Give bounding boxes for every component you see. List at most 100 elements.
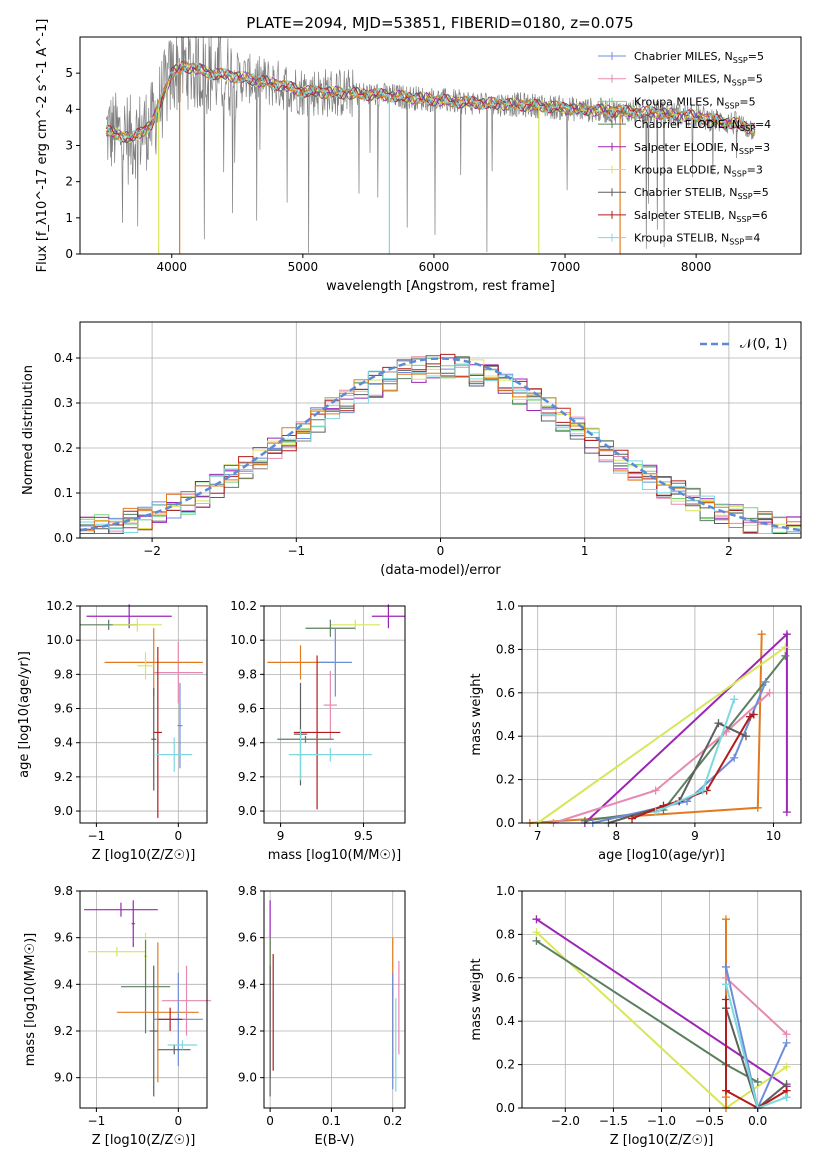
x-axis-label: Z [log10(Z/Z☉)] — [92, 1133, 196, 1148]
axes-frame — [79, 890, 208, 1109]
errorbar-point — [131, 900, 135, 947]
x-tick-label: 7000 — [550, 260, 581, 274]
x-tick-label: 9 — [277, 829, 285, 843]
y-tick-label: 9.4 — [238, 977, 257, 991]
legend-label: Kroupa MILES, NSSP=5 — [634, 95, 756, 110]
y-tick-label: 9.6 — [238, 702, 257, 716]
x-tick-label: 0 — [175, 829, 183, 843]
series-line — [725, 984, 787, 1110]
series-marker — [753, 1077, 762, 1086]
legend: 𝒩(0, 1) — [700, 337, 787, 352]
y-tick-label: 0.8 — [496, 642, 515, 656]
y-axis-label: mass weight — [469, 958, 484, 1040]
y-tick-label: 0.3 — [54, 396, 73, 410]
errorbar-point — [293, 655, 341, 810]
x-tick-label: −1.0 — [647, 1114, 676, 1128]
y-tick-label: 9.6 — [238, 931, 257, 945]
y-tick-label: 9.8 — [238, 884, 257, 898]
y-tick-label: 1.0 — [496, 884, 515, 898]
age_vs_Z-panel: −1 0 9.0 9.2 9.4 9.6 9.8 10.0 10.2 Z [log10(Z/Z☉)… — [17, 599, 208, 863]
axes-frame — [79, 605, 208, 824]
series-marker — [730, 695, 739, 704]
errorbar-point — [156, 737, 193, 772]
x-tick-label: 7 — [534, 829, 542, 843]
x-tick-label: 5000 — [288, 260, 319, 274]
series-marker — [782, 1093, 791, 1102]
y-tick-label: 10.2 — [46, 599, 73, 613]
errorbar-point — [277, 735, 334, 743]
y-axis-label: mass weight — [469, 673, 484, 755]
residuals-panel: −2 −1 0 1 2 0.0 0.1 0.2 0.3 0.4 (data-model)/error… — [21, 321, 802, 578]
x-axis-label: E(B-V) — [314, 1133, 354, 1148]
age_vs_mass-panel: 9 9.5 9.0 9.2 9.4 9.6 9.8 10.0 10.2 mass [log10(M… — [230, 599, 406, 863]
y-tick-label: 9.4 — [238, 736, 257, 750]
series-marker — [532, 928, 541, 937]
y-tick-label: 0.4 — [496, 729, 515, 743]
series-marker — [782, 1062, 791, 1071]
y-tick-label: 9.6 — [54, 931, 73, 945]
y-tick-label: 9.0 — [54, 1071, 73, 1085]
y-tick-label: 0.0 — [496, 816, 515, 830]
errorbar-point — [305, 619, 356, 637]
errorbar-point — [323, 670, 337, 740]
x-axis-label: mass [log10(M/M☉)] — [268, 848, 401, 863]
errorbar-point — [167, 1040, 198, 1050]
y-tick-label: 9.6 — [54, 702, 73, 716]
x-tick-label: 0.2 — [383, 1114, 402, 1128]
x-tick-label: 8000 — [681, 260, 712, 274]
y-tick-label: 9.4 — [54, 977, 73, 991]
model-fit-line — [105, 62, 756, 142]
legend-label: Salpeter MILES, NSSP=5 — [634, 73, 763, 88]
series-marker — [781, 651, 790, 660]
y-tick-label: 9.8 — [54, 667, 73, 681]
y-axis-label: Normed distribution — [21, 365, 36, 495]
massweight_vs_Z-panel: −2.0 −1.5 −1.0 −0.5 0.0 0.0 0.2 0.4 0.6 0.8 1.0 Z [… — [469, 884, 802, 1148]
x-axis-label: (data-model)/error — [380, 563, 501, 578]
y-tick-label: 10.0 — [46, 633, 73, 647]
y-axis-label: Flux [f_λ10^-17 erg cm^-2 s^-1 A^-1] — [35, 19, 50, 273]
y-tick-label: 0.6 — [496, 686, 515, 700]
y-tick-label: 9.2 — [54, 770, 73, 784]
series-marker — [698, 786, 707, 795]
x-tick-label: 2 — [725, 544, 733, 558]
legend-label: Kroupa STELIB, NSSP=4 — [634, 232, 760, 247]
y-tick-label: 10.2 — [230, 599, 257, 613]
mass_vs_EBV-panel: 0 0.1 0.2 9.0 9.2 9.4 9.6 9.8 E(B-V) — [238, 884, 406, 1148]
y-tick-label: 0.4 — [54, 351, 73, 365]
y-tick-label: 9.2 — [238, 770, 257, 784]
series-line — [725, 999, 788, 1110]
series-marker — [782, 808, 791, 817]
series-line — [725, 977, 788, 1035]
x-tick-label: 0 — [437, 544, 445, 558]
series-marker — [721, 915, 730, 924]
series-marker — [532, 915, 541, 924]
y-tick-label: 0.0 — [54, 531, 73, 545]
series-marker — [721, 962, 730, 971]
series-marker — [757, 630, 766, 639]
series-marker — [781, 643, 790, 652]
x-tick-label: 0 — [266, 1114, 274, 1128]
series-marker — [721, 980, 730, 989]
errorbar-point — [151, 688, 157, 791]
x-axis-label: wavelength [Angstrom, rest frame] — [326, 279, 555, 294]
series-marker — [628, 814, 637, 823]
errorbar-point — [157, 1007, 183, 1031]
x-axis-label: age [log10(age/yr)] — [598, 848, 725, 863]
series-marker — [782, 630, 791, 639]
errorbar-point — [153, 641, 203, 704]
y-tick-label: 10.0 — [230, 633, 257, 647]
series-line — [608, 721, 747, 824]
x-tick-label: −2 — [143, 544, 161, 558]
series-line — [631, 713, 755, 820]
y-tick-label: 4 — [65, 102, 73, 116]
errorbar-point — [153, 647, 162, 818]
series-line — [537, 646, 786, 824]
errorbar-point — [149, 965, 158, 1097]
y-tick-label: 0.2 — [496, 1058, 515, 1072]
y-tick-label: 0.4 — [496, 1014, 515, 1028]
x-tick-label: 6000 — [419, 260, 450, 274]
legend-label: Chabrier STELIB, NSSP=5 — [634, 186, 769, 201]
model-fit-line — [105, 61, 756, 141]
